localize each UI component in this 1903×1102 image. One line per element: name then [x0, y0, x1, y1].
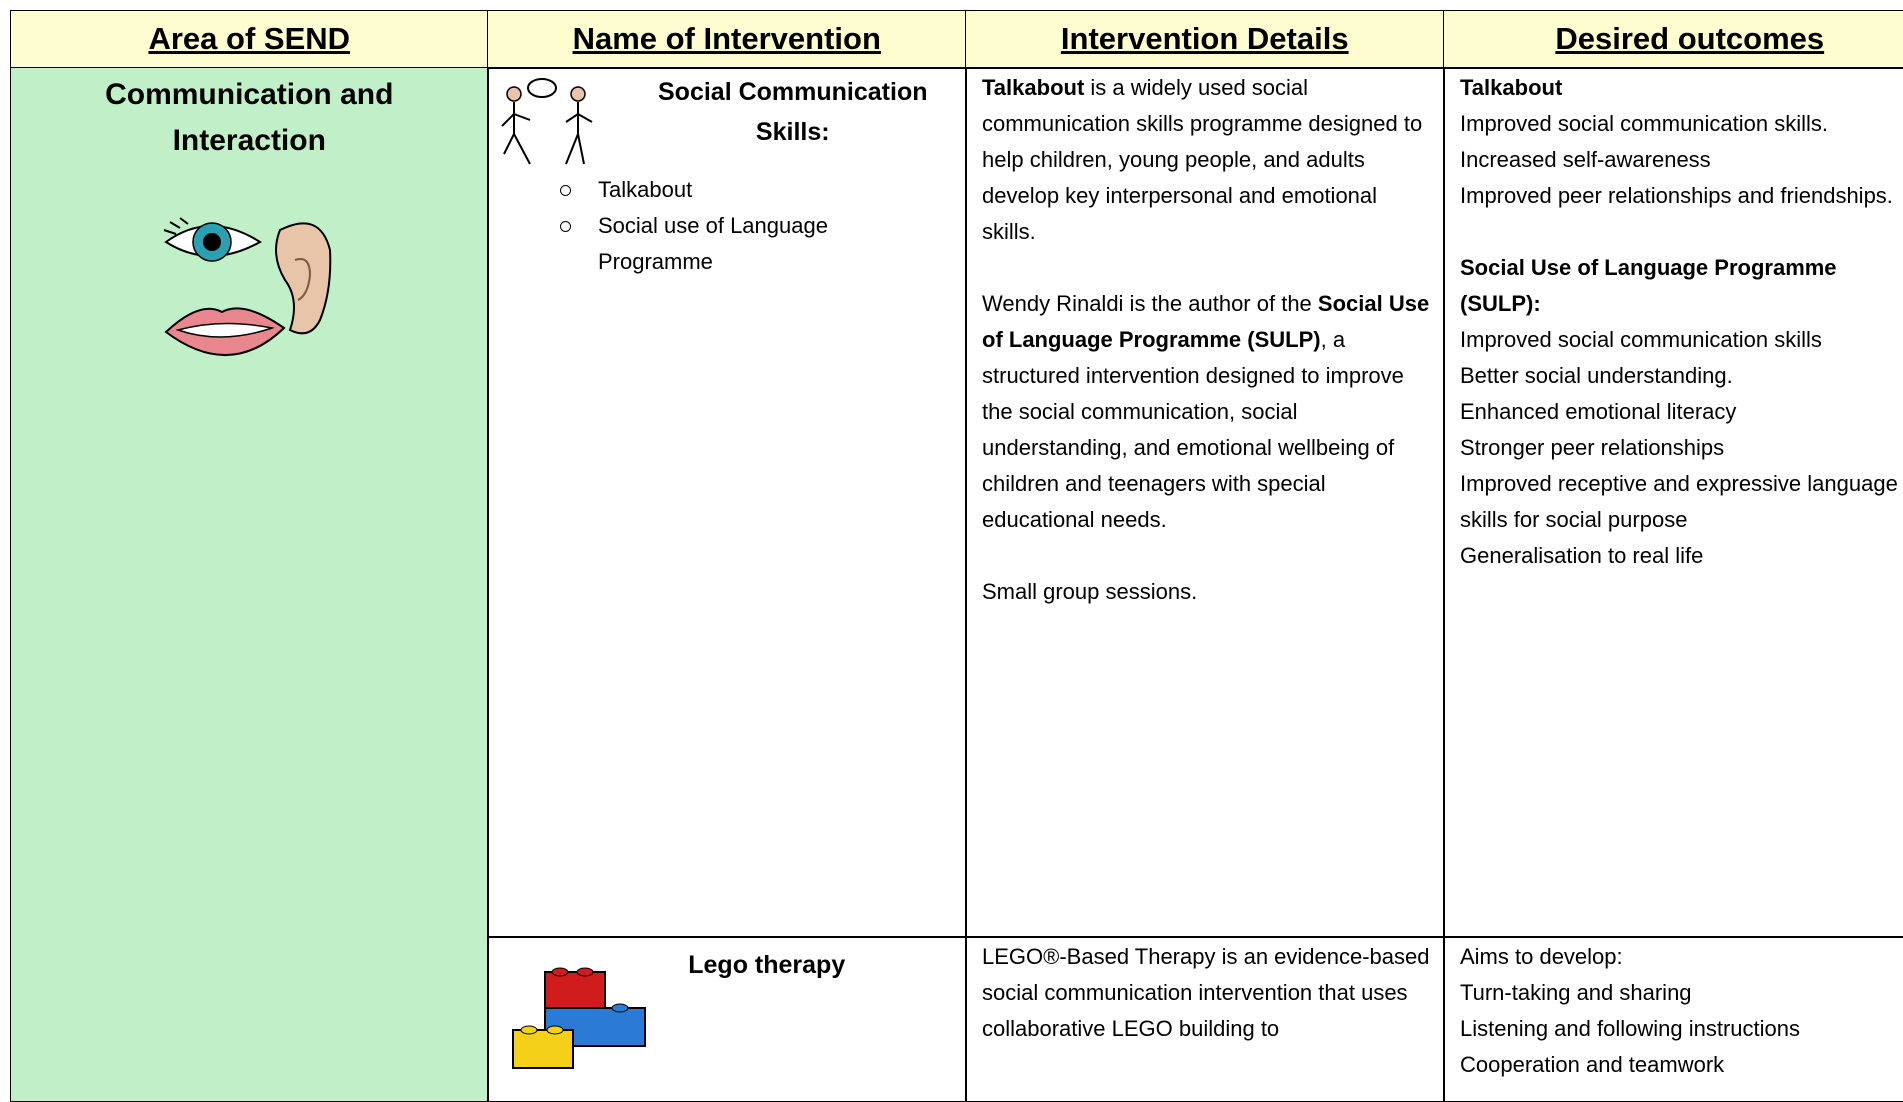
column-header: Desired outcomes — [1443, 10, 1903, 69]
communication-icon — [163, 217, 332, 356]
outcome-line: Aims to develop: — [1460, 944, 1623, 969]
area-title: Communication and Interaction — [105, 78, 394, 157]
text-run: Social Use of Language Programme (SULP) — [982, 291, 1430, 352]
outcome-line: Stronger peer relationships — [1460, 435, 1725, 460]
outcome-group: Talkabout Improved social communication s… — [1460, 70, 1903, 214]
outcome-line: Improved social communication skills. — [1460, 111, 1829, 136]
outcome-heading: Talkabout — [1460, 75, 1563, 100]
outcome-line: Better social understanding. — [1460, 363, 1733, 388]
intervention-list: Talkabout Social use of Language Programm… — [558, 172, 946, 280]
paragraph: Talkabout is a widely used social commun… — [982, 70, 1430, 250]
text-run: LEGO®-Based Therapy is an evidence-based… — [982, 944, 1430, 1041]
outcome-line: Enhanced emotional literacy — [1460, 399, 1737, 424]
details-cell: LEGO®-Based Therapy is an evidence-based… — [965, 936, 1445, 1102]
outcome-line: Listening and following instructions — [1460, 1016, 1800, 1041]
outcomes-cell: Talkabout Improved social communication s… — [1443, 67, 1903, 938]
column-header: Intervention Details — [965, 10, 1445, 69]
column-header: Name of Intervention — [487, 10, 967, 69]
intervention-title: Social Communication Skills: — [658, 78, 928, 146]
outcome-line: Cooperation and teamwork — [1460, 1052, 1725, 1077]
paragraph: Wendy Rinaldi is the author of the Socia… — [982, 286, 1430, 538]
outcome-line: Improved receptive and expressive langua… — [1460, 471, 1898, 532]
text-run: , a structured intervention designed to … — [982, 327, 1404, 532]
list-item: Talkabout — [558, 172, 946, 208]
outcome-line: Generalisation to real life — [1460, 543, 1704, 568]
page: Area of SEND Name of Intervention Interven… — [10, 10, 1903, 1102]
outcome-line: Improved social communication skills — [1460, 327, 1822, 352]
outcome-heading: Social Use of Language Programme (SULP): — [1460, 255, 1837, 316]
outcome-group: Aims to develop: Turn-taking and sharing L… — [1460, 939, 1903, 1083]
outcome-line: Improved peer relationships and friendsh… — [1460, 183, 1893, 208]
list-item: Social use of Language Programme — [558, 208, 946, 280]
intervention-cell: Social Communication Skills: Talkabout Soc… — [487, 67, 967, 938]
paragraph: LEGO®-Based Therapy is an evidence-based… — [982, 939, 1430, 1047]
conversation-icon — [501, 78, 593, 165]
column-header: Area of SEND — [10, 10, 489, 69]
text-run: Small group sessions. — [982, 579, 1198, 604]
text-run: Talkabout — [982, 75, 1085, 100]
text-run: Wendy Rinaldi is the author of the — [982, 291, 1318, 316]
outcome-line: Turn-taking and sharing — [1460, 980, 1692, 1005]
intervention-title: Lego therapy — [688, 951, 846, 979]
outcome-group: Social Use of Language Programme (SULP):… — [1460, 250, 1903, 574]
outcome-line: Increased self-awareness — [1460, 147, 1711, 172]
details-cell: Talkabout is a widely used social commun… — [965, 67, 1445, 938]
lego-icon — [512, 967, 646, 1069]
outcomes-cell: Aims to develop: Turn-taking and sharing L… — [1443, 936, 1903, 1102]
paragraph: Small group sessions. — [982, 574, 1430, 610]
text-run: is a widely used social communication sk… — [982, 75, 1423, 244]
